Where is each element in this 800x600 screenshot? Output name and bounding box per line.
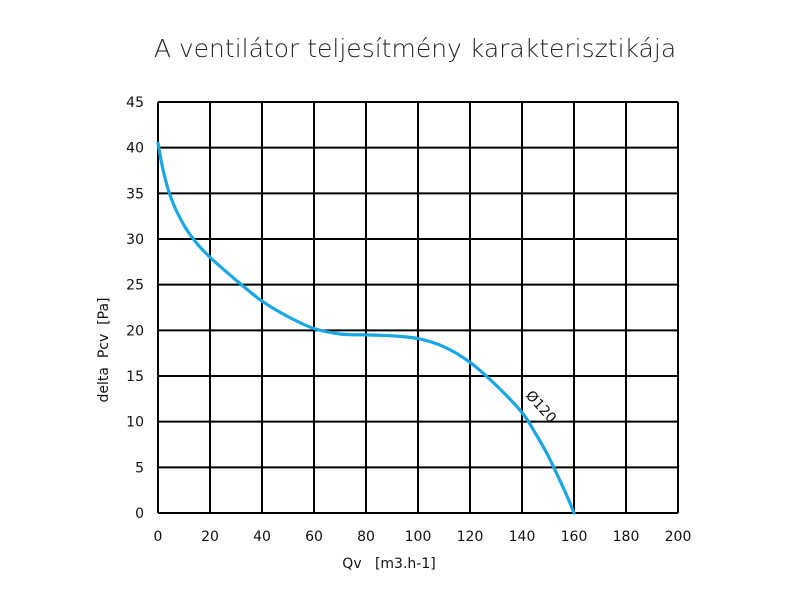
x-tick-label: 200 — [665, 529, 692, 545]
y-tick-label: 30 — [126, 232, 144, 248]
y-axis-label: delta Pcv [Pa] — [96, 298, 112, 403]
y-tick-label: 0 — [135, 506, 144, 522]
x-tick-label: 0 — [154, 529, 163, 545]
grid — [157, 101, 679, 514]
x-tick-label: 60 — [305, 529, 323, 545]
y-tick-label: 35 — [126, 186, 144, 202]
x-axis-ticks: 0 20 40 60 80 100 120 140 160 180 200 — [154, 529, 692, 545]
x-tick-label: 140 — [509, 529, 536, 545]
y-tick-label: 10 — [126, 415, 144, 431]
x-axis-label: Qv [m3.h-1] — [342, 556, 435, 572]
y-tick-label: 45 — [126, 95, 144, 111]
x-tick-label: 40 — [253, 529, 271, 545]
x-tick-label: 20 — [201, 529, 219, 545]
x-tick-label: 100 — [405, 529, 432, 545]
y-tick-label: 20 — [126, 323, 144, 339]
x-tick-label: 80 — [357, 529, 375, 545]
y-tick-label: 15 — [126, 369, 144, 385]
y-tick-label: 40 — [126, 141, 144, 157]
y-tick-label: 5 — [135, 460, 144, 476]
chart-title: A ventilátor teljesítmény karakterisztik… — [153, 34, 677, 63]
x-tick-label: 160 — [561, 529, 588, 545]
y-tick-label: 25 — [126, 278, 144, 294]
x-tick-label: 180 — [613, 529, 640, 545]
y-axis-ticks: 0 5 10 15 20 25 30 35 40 45 — [126, 95, 144, 522]
x-tick-label: 120 — [457, 529, 484, 545]
series-line — [156, 141, 576, 515]
